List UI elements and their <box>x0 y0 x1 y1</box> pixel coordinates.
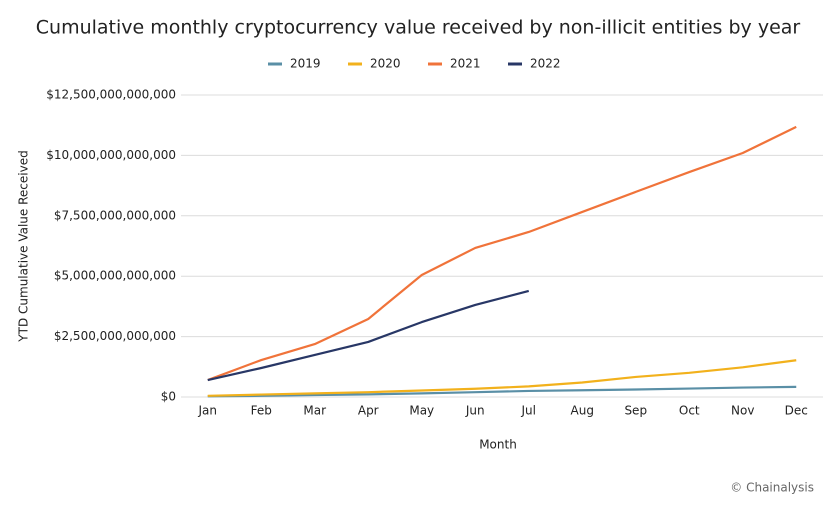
legend-label: 2022 <box>530 57 561 71</box>
legend-label: 2019 <box>290 57 321 71</box>
y-tick-label: $2,500,000,000,000 <box>54 329 176 343</box>
x-axis-label: Month <box>479 438 517 452</box>
x-tick-label: Jun <box>465 404 485 418</box>
y-tick-label: $12,500,000,000,000 <box>46 88 176 102</box>
source: © Chainalysis <box>730 481 814 495</box>
x-tick-label: Apr <box>358 404 379 418</box>
x-tick-label: Dec <box>785 404 808 418</box>
series-line <box>207 289 530 382</box>
series-line <box>207 359 797 397</box>
series-line <box>207 385 797 398</box>
y-axis-label: YTD Cumulative Value Received <box>17 150 31 342</box>
y-tick-label: $7,500,000,000,000 <box>54 208 176 222</box>
x-tick-label: Oct <box>679 404 700 418</box>
series-line <box>207 125 797 382</box>
y-tick-label: $10,000,000,000,000 <box>46 148 176 162</box>
x-tick-label: Sep <box>624 404 647 418</box>
x-tick-label: Feb <box>251 404 272 418</box>
x-tick-label: Jan <box>198 404 218 418</box>
y-tick-label: $5,000,000,000,000 <box>54 269 176 283</box>
x-tick-label: Jul <box>521 404 536 418</box>
x-tick-label: Mar <box>303 404 326 418</box>
x-tick-label: Aug <box>571 404 594 418</box>
y-tick-label: $0 <box>161 390 176 404</box>
legend-label: 2021 <box>450 57 481 71</box>
chart-title: Cumulative monthly cryptocurrency value … <box>36 17 801 39</box>
x-tick-label: Nov <box>731 404 754 418</box>
x-tick-label: May <box>409 404 434 418</box>
legend-label: 2020 <box>370 57 401 71</box>
